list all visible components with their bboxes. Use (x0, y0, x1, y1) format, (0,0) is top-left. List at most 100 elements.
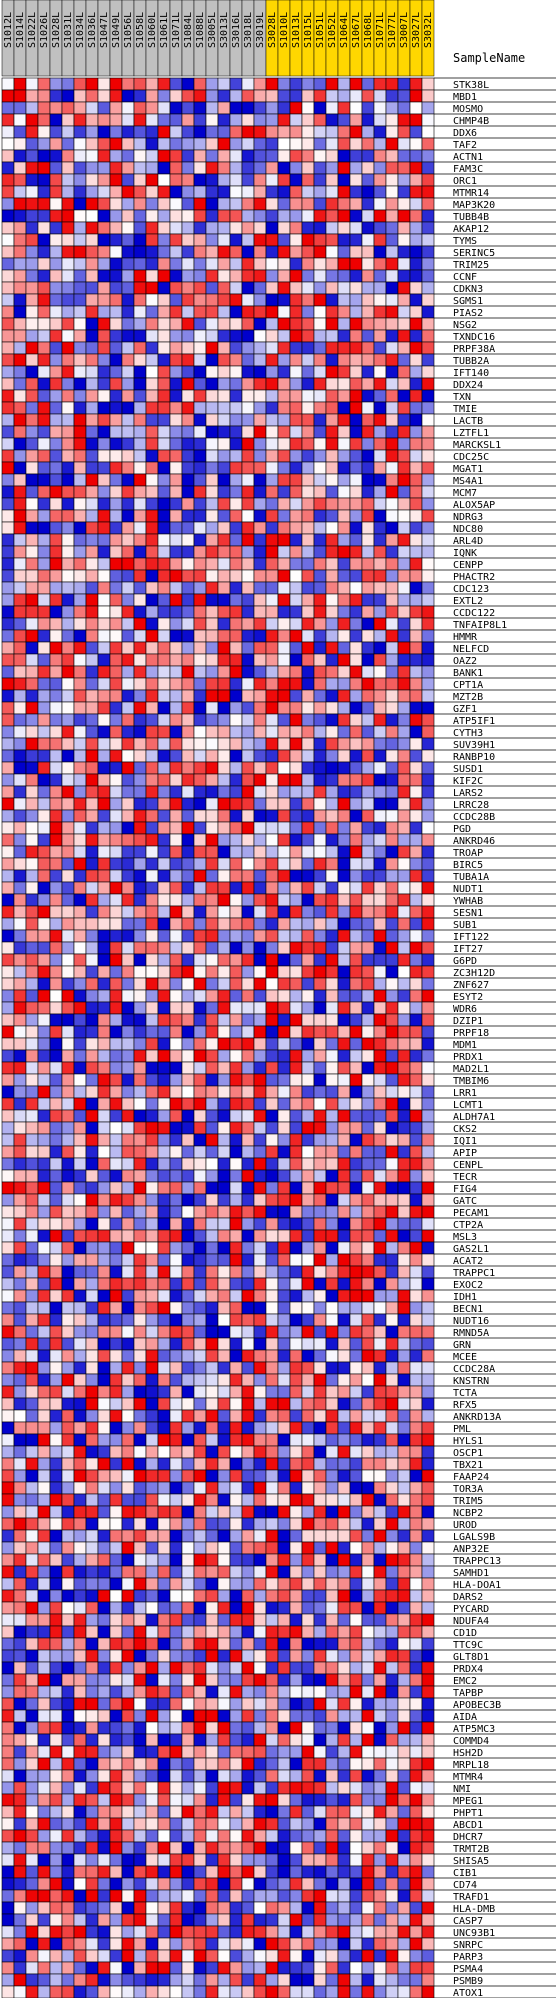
heatmap-cell (14, 1122, 26, 1134)
heatmap-cell (26, 258, 38, 270)
heatmap-cell (290, 150, 302, 162)
heatmap-cell (98, 522, 110, 534)
heatmap-cell (410, 1578, 422, 1590)
heatmap-cell (338, 366, 350, 378)
heatmap-cell (38, 1302, 50, 1314)
heatmap-cell (350, 426, 362, 438)
heatmap-cell (134, 366, 146, 378)
heatmap-cell (338, 990, 350, 1002)
heatmap-cell (74, 1482, 86, 1494)
heatmap-cell (38, 210, 50, 222)
heatmap-cell (242, 162, 254, 174)
heatmap-cell (266, 1482, 278, 1494)
heatmap-cell (242, 114, 254, 126)
heatmap-cell (230, 522, 242, 534)
heatmap-cell (254, 78, 266, 90)
heatmap-cell (338, 1506, 350, 1518)
heatmap-cell (86, 126, 98, 138)
heatmap-cell (218, 678, 230, 690)
heatmap-cell (182, 258, 194, 270)
heatmap-cell (254, 1362, 266, 1374)
heatmap-cell (206, 534, 218, 546)
heatmap-cell (26, 1614, 38, 1626)
heatmap-cell (410, 378, 422, 390)
heatmap-cell (278, 1242, 290, 1254)
heatmap-cell (38, 1362, 50, 1374)
heatmap-cell (98, 930, 110, 942)
heatmap-cell (62, 1698, 74, 1710)
heatmap-cell (86, 1002, 98, 1014)
heatmap-cell (134, 1602, 146, 1614)
heatmap-cell (218, 846, 230, 858)
heatmap-cell (242, 1578, 254, 1590)
heatmap-cell (338, 882, 350, 894)
heatmap-cell (182, 1194, 194, 1206)
heatmap-cell (374, 222, 386, 234)
heatmap-cell (350, 474, 362, 486)
heatmap-cell (26, 522, 38, 534)
heatmap-cell (374, 1674, 386, 1686)
heatmap-cell (386, 1662, 398, 1674)
heatmap-cell (398, 954, 410, 966)
heatmap-cell (326, 1674, 338, 1686)
heatmap-cell (326, 1242, 338, 1254)
heatmap-cell (14, 1338, 26, 1350)
heatmap-cell (326, 1014, 338, 1026)
heatmap-cell (14, 390, 26, 402)
heatmap-cell (74, 1674, 86, 1686)
heatmap-cell (278, 534, 290, 546)
heatmap-cell (242, 1422, 254, 1434)
heatmap-cell (134, 906, 146, 918)
heatmap-cell (326, 930, 338, 942)
heatmap-cell (278, 870, 290, 882)
heatmap-cell (242, 846, 254, 858)
heatmap-cell (182, 1542, 194, 1554)
heatmap-cell (218, 1194, 230, 1206)
heatmap-cell (74, 222, 86, 234)
heatmap-cell (374, 642, 386, 654)
heatmap-cell (398, 78, 410, 90)
heatmap-cell (386, 1362, 398, 1374)
heatmap-cell (110, 786, 122, 798)
heatmap-cell (410, 1650, 422, 1662)
heatmap-cell (278, 1110, 290, 1122)
heatmap-cell (158, 498, 170, 510)
heatmap-cell (2, 1674, 14, 1686)
heatmap-cell (62, 1242, 74, 1254)
heatmap-cell (86, 1398, 98, 1410)
heatmap-cell (98, 1086, 110, 1098)
heatmap-cell (242, 1470, 254, 1482)
heatmap-cell (338, 1470, 350, 1482)
heatmap-cell (230, 1098, 242, 1110)
heatmap-cell (410, 210, 422, 222)
heatmap-cell (350, 1302, 362, 1314)
heatmap-cell (86, 618, 98, 630)
heatmap-cell (2, 978, 14, 990)
heatmap-cell (158, 354, 170, 366)
heatmap-cell (74, 1410, 86, 1422)
heatmap-cell (206, 1434, 218, 1446)
heatmap-cell (314, 1338, 326, 1350)
heatmap-cell (374, 1602, 386, 1614)
heatmap-cell (122, 1434, 134, 1446)
heatmap-cell (326, 942, 338, 954)
heatmap-cell (2, 1518, 14, 1530)
heatmap-cell (182, 126, 194, 138)
heatmap-cell (230, 318, 242, 330)
heatmap-cell (110, 1398, 122, 1410)
heatmap-cell (218, 810, 230, 822)
heatmap-cell (146, 1470, 158, 1482)
heatmap-cell (350, 618, 362, 630)
heatmap-cell (410, 642, 422, 654)
heatmap-cell (38, 1482, 50, 1494)
heatmap-cell (230, 774, 242, 786)
heatmap-cell (2, 246, 14, 258)
heatmap-cell (14, 210, 26, 222)
heatmap-cell (98, 318, 110, 330)
heatmap-cell (122, 570, 134, 582)
heatmap-cell (218, 1110, 230, 1122)
heatmap-cell (26, 486, 38, 498)
heatmap-cell (314, 330, 326, 342)
heatmap-cell (170, 246, 182, 258)
heatmap-cell (278, 1002, 290, 1014)
